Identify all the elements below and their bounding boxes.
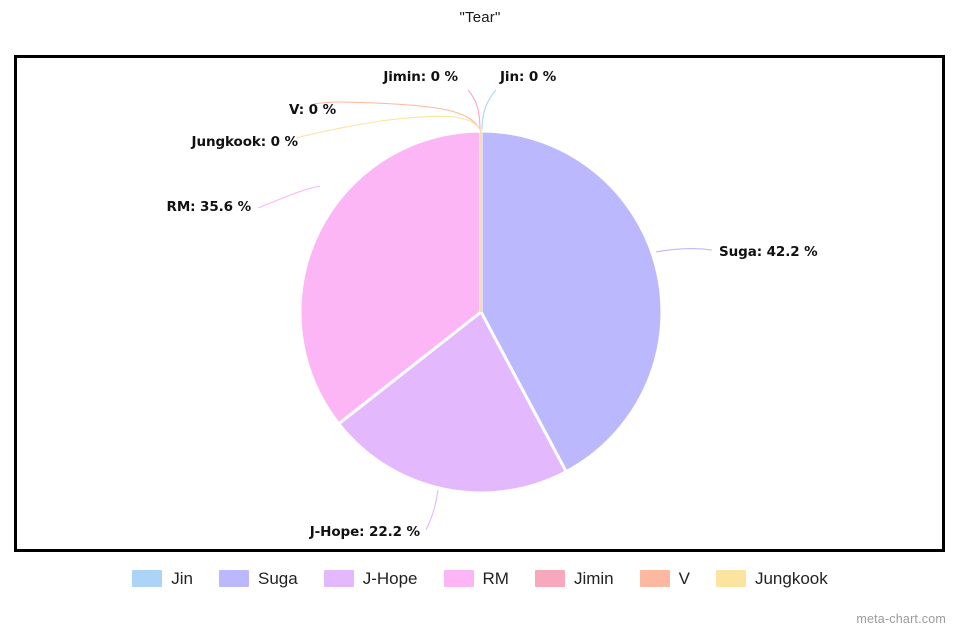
legend-item-jin[interactable]: Jin [132, 570, 193, 587]
slice-label-v: V: 0 % [289, 102, 336, 118]
slice-label-jhope: J-Hope: 22.2 % [309, 524, 420, 540]
legend-swatch-icon [218, 570, 249, 587]
slice-label-suga: Suga: 42.2 % [719, 244, 818, 260]
legend-swatch-icon [639, 570, 670, 587]
slice-label-jimin: Jimin: 0 % [383, 69, 458, 85]
slice-label-jungkook: Jungkook: 0 % [191, 134, 299, 150]
chart-legend: Jin Suga J-Hope RM Jimin V Jungkook [0, 570, 960, 587]
legend-item-rm[interactable]: RM [443, 569, 509, 588]
legend-item-label: V [678, 569, 690, 588]
legend-item-v[interactable]: V [639, 569, 690, 588]
legend-item-jungkook[interactable]: Jungkook [715, 569, 828, 588]
legend-swatch-icon [132, 570, 163, 587]
plot-frame [14, 55, 945, 552]
legend-swatch-icon [534, 570, 565, 587]
chart-title: "Tear" [459, 9, 501, 26]
legend-item-label: Jin [171, 569, 193, 588]
legend-item-j-hope[interactable]: J-Hope [323, 569, 418, 588]
slice-label-jin: Jin: 0 % [500, 69, 557, 85]
legend-swatch-icon [715, 570, 746, 587]
legend-swatch-icon [443, 570, 474, 587]
legend-item-label: Suga [257, 569, 298, 588]
slice-label-rm: RM: 35.6 % [166, 199, 252, 215]
watermark: meta-chart.com [856, 612, 946, 626]
legend-item-label: J-Hope [362, 569, 418, 588]
legend-item-suga[interactable]: Suga [218, 569, 298, 588]
legend-item-label: Jungkook [754, 569, 828, 588]
legend-item-jimin[interactable]: Jimin [534, 569, 614, 588]
legend-swatch-icon [323, 570, 354, 587]
legend-item-label: Jimin [573, 569, 614, 588]
legend-item-label: RM [482, 569, 509, 588]
